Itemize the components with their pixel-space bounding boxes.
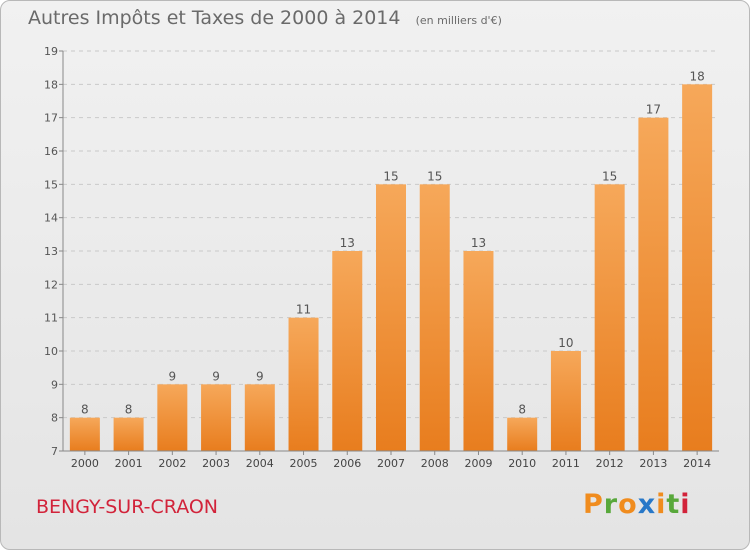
logo-letter: i — [656, 489, 667, 520]
bar-2002 — [157, 384, 188, 451]
commune-name: BENGY-SUR-CRAON — [36, 496, 219, 518]
x-tick-label: 2008 — [421, 457, 449, 470]
y-tick-label: 10 — [44, 345, 58, 358]
bar-value-label: 9 — [256, 369, 264, 383]
bar-value-label: 8 — [125, 403, 133, 417]
y-tick-label: 12 — [44, 278, 58, 291]
x-tick-label: 2007 — [377, 457, 405, 470]
y-tick-label: 11 — [44, 312, 58, 325]
bar-value-label: 10 — [558, 336, 573, 350]
bar-2008 — [419, 184, 450, 452]
x-tick-label: 2013 — [639, 457, 667, 470]
x-tick-label: 2000 — [71, 457, 99, 470]
x-tick-label: 2011 — [552, 457, 580, 470]
bar-2004 — [244, 384, 275, 451]
x-tick-label: 2001 — [115, 457, 143, 470]
bar-2001 — [113, 417, 144, 451]
y-tick-label: 13 — [44, 245, 58, 258]
bar-2012 — [594, 184, 625, 452]
x-tick-label: 2003 — [202, 457, 230, 470]
logo-letter: o — [618, 489, 638, 520]
logo-letter: x — [637, 489, 657, 520]
proxiti-logo: Proxiti — [583, 489, 691, 520]
bar-value-label: 8 — [518, 403, 526, 417]
x-tick-label: 2006 — [333, 457, 361, 470]
x-tick-label: 2005 — [290, 457, 318, 470]
bar-2005 — [288, 317, 319, 451]
y-tick-label: 19 — [44, 45, 58, 58]
bar-value-label: 13 — [471, 236, 486, 250]
bar-2014 — [682, 84, 713, 451]
bar-value-label: 8 — [81, 403, 89, 417]
bar-2007 — [376, 184, 406, 452]
bar-2006 — [332, 251, 363, 451]
bar-value-label: 9 — [169, 369, 177, 383]
logo-letter: P — [583, 489, 604, 520]
bar-2003 — [201, 384, 232, 451]
bar-value-label: 15 — [383, 169, 398, 183]
bar-2010 — [507, 417, 538, 451]
y-tick-label: 7 — [51, 445, 58, 458]
axes: 7 8 9 10 11 12 13 14 15 16 17 18 19 2000 2001 2002 2003 2… — [44, 45, 719, 470]
chart-title: Autres Impôts et Taxes de 2000 à 2014 — [28, 7, 401, 29]
bar-value-label: 15 — [602, 169, 617, 183]
bar-value-label: 17 — [646, 103, 661, 117]
logo-letter: i — [680, 489, 691, 520]
y-tick-label: 18 — [44, 78, 58, 91]
chart-title-row: Autres Impôts et Taxes de 2000 à 2014 (e… — [28, 7, 502, 29]
bar-2009 — [463, 251, 494, 451]
y-tick-label: 17 — [44, 112, 58, 125]
bar-value-label: 15 — [427, 169, 442, 183]
y-tick-label: 16 — [44, 145, 58, 158]
logo-letter: r — [603, 489, 619, 520]
x-tick-label: 2002 — [158, 457, 186, 470]
bar-2000 — [69, 417, 100, 451]
bar-value-label: 11 — [296, 303, 311, 317]
chart-subtitle: (en milliers d'€) — [415, 14, 502, 27]
x-tick-label: 2004 — [246, 457, 274, 470]
y-tick-label: 9 — [51, 378, 58, 391]
bar-value-label: 13 — [340, 236, 355, 250]
y-tick-label: 8 — [51, 412, 58, 425]
bar-2013 — [638, 117, 669, 452]
y-tick-label: 14 — [44, 212, 58, 225]
bars: 8 8 9 9 9 11 13 15 15 13 8 10 15 17 18 — [69, 69, 713, 452]
x-tick-label: 2014 — [683, 457, 711, 470]
x-tick-label: 2010 — [508, 457, 536, 470]
y-tick-label: 15 — [44, 178, 58, 191]
bar-value-label: 9 — [212, 369, 220, 383]
x-tick-label: 2012 — [596, 457, 624, 470]
x-tick-label: 2009 — [464, 457, 492, 470]
bar-2011 — [550, 351, 581, 451]
bar-value-label: 18 — [689, 69, 704, 83]
logo-letter: t — [666, 489, 681, 520]
